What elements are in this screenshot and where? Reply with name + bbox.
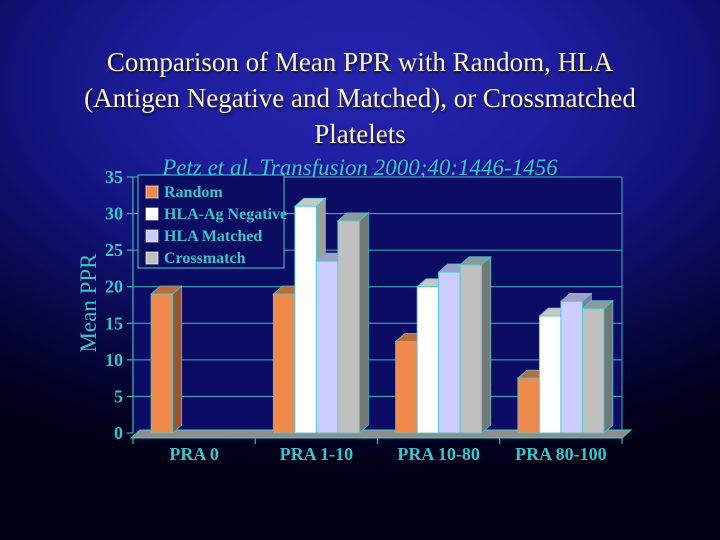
- bar-random-pra-0-side: [172, 285, 183, 434]
- bar-random-pra-80-100: [517, 377, 540, 434]
- legend-swatch-hla-ag-negative: [145, 207, 159, 221]
- legend-swatch-random: [145, 185, 159, 199]
- bar-crossmatch-pra-10-80: [459, 264, 483, 434]
- x-category-label-2: PRA 10-80: [397, 444, 480, 464]
- slide-title-line-3: Platelets: [314, 119, 406, 149]
- chart-floor: [129, 429, 633, 439]
- bar-hla-ag-negative-pra-80-100: [538, 315, 562, 434]
- bar-random-pra-10-80: [395, 341, 418, 434]
- bar-hla-matched-pra-10-80: [438, 271, 461, 434]
- bar-crossmatch-pra-1-10: [337, 220, 360, 434]
- y-tick-label-35: 35: [105, 167, 123, 187]
- bar-crossmatch-pra-80-100: [581, 308, 605, 434]
- y-tick-label-5: 5: [114, 386, 123, 406]
- bar-crossmatch-pra-1-10-side: [358, 211, 369, 434]
- legend-label-hla-matched: HLA Matched: [164, 228, 262, 245]
- bar-random-pra-1-10: [272, 293, 296, 434]
- legend-label-hla-ag-negative: HLA-Ag Negative: [164, 206, 287, 223]
- bar-hla-ag-negative-pra-1-10: [294, 205, 317, 434]
- bar-hla-ag-negative-pra-10-80: [416, 286, 440, 434]
- y-tick-label-20: 20: [105, 277, 123, 297]
- y-tick-label-10: 10: [105, 350, 123, 370]
- y-tick-label-0: 0: [114, 423, 123, 443]
- slide-title-line-2: (Antigen Negative and Matched), or Cross…: [84, 83, 636, 113]
- bar-hla-matched-pra-80-100: [560, 300, 583, 434]
- bar-crossmatch-pra-10-80-side: [481, 255, 492, 434]
- legend-box: [137, 174, 285, 269]
- x-category-label-0: PRA 0: [169, 444, 219, 464]
- bar-crossmatch-pra-80-100-side: [603, 299, 614, 434]
- legend-swatch-crossmatch: [145, 251, 159, 265]
- legend-swatch-hla-matched: [145, 229, 159, 243]
- x-category-label-3: PRA 80-100: [515, 444, 607, 464]
- y-tick-label-15: 15: [105, 313, 123, 333]
- bar-random-pra-0: [150, 293, 174, 434]
- y-tick-label-30: 30: [105, 204, 123, 224]
- x-category-label-1: PRA 1-10: [280, 444, 354, 464]
- slide-title-line-1: Comparison of Mean PPR with Random, HLA: [106, 47, 614, 77]
- y-axis-title: Mean PPR: [76, 253, 101, 353]
- legend-label-crossmatch: Crossmatch: [164, 250, 246, 267]
- bar-hla-matched-pra-1-10: [315, 260, 339, 434]
- y-tick-label-25: 25: [105, 240, 123, 260]
- legend-label-random: Random: [164, 184, 223, 201]
